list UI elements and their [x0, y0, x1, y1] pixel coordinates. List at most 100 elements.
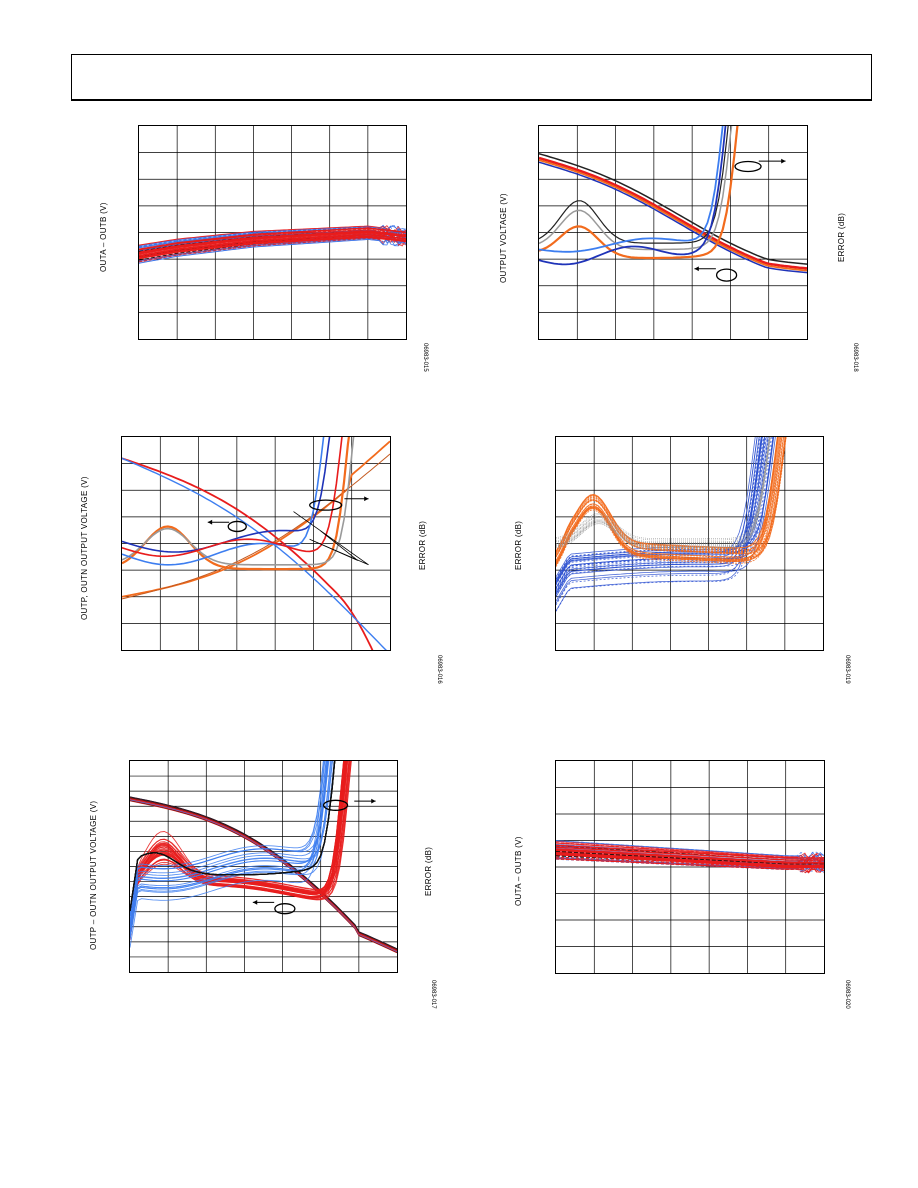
arrowhead — [371, 798, 376, 804]
series-line — [139, 233, 406, 257]
plot-canvas — [556, 437, 823, 650]
series-line — [130, 761, 332, 926]
series-line — [122, 453, 390, 600]
gridlines — [539, 126, 807, 339]
series-line — [556, 437, 770, 541]
arrowhead — [207, 519, 213, 525]
series-line — [556, 437, 756, 584]
series-line — [556, 437, 766, 581]
plot-canvas — [130, 761, 397, 972]
series-line — [130, 761, 327, 933]
plot-canvas — [122, 437, 390, 650]
series-line — [122, 437, 350, 571]
series-line — [556, 849, 824, 864]
series-line — [556, 437, 774, 582]
series-line — [556, 858, 824, 874]
chart-error-db — [555, 436, 824, 651]
series-line — [130, 761, 350, 934]
y-axis-label: OUTPUT VOLTAGE (V) — [499, 193, 508, 283]
y-axis-label: OUTP, OUTN OUTPUT VOLTAGE (V) — [80, 476, 89, 620]
series-line — [556, 437, 779, 557]
series-line — [139, 238, 406, 263]
series-line — [556, 437, 771, 550]
series-line — [139, 236, 406, 262]
series-line — [556, 437, 787, 562]
series-marker-ellipse — [274, 903, 296, 915]
series-line — [539, 126, 727, 266]
series-line — [556, 437, 770, 544]
gridlines — [556, 437, 823, 650]
arrowhead — [781, 158, 786, 164]
series-line — [130, 798, 397, 952]
series-line — [130, 761, 348, 935]
series-line — [130, 761, 334, 923]
series-line — [556, 437, 763, 612]
series-marker-ellipse — [734, 160, 762, 173]
series-line — [130, 761, 328, 940]
series-line — [556, 437, 770, 597]
series-line — [556, 846, 824, 861]
chart-outp-outn-voltage-error — [121, 436, 391, 651]
series-line — [130, 761, 325, 937]
series-line — [556, 437, 769, 589]
series-line — [556, 854, 824, 869]
series-line — [130, 761, 333, 926]
chart-output-voltage-error — [538, 125, 808, 340]
series-marker-ellipse — [322, 799, 349, 811]
series-line — [539, 126, 733, 251]
series-line — [556, 437, 771, 548]
gridlines — [556, 761, 824, 973]
series-line — [556, 437, 762, 597]
series-line — [139, 227, 406, 250]
series-line — [556, 841, 824, 861]
series-line — [556, 437, 766, 586]
series-line — [122, 437, 331, 553]
series-line — [122, 457, 387, 650]
series-line — [556, 437, 771, 548]
series-line — [122, 437, 325, 566]
chart-outa-outb-1 — [138, 125, 407, 340]
series-marker-ellipse — [715, 268, 738, 282]
series-line — [556, 437, 765, 595]
series-line — [556, 437, 778, 561]
series-line — [139, 236, 406, 264]
series-line — [122, 457, 374, 650]
series-line — [130, 761, 324, 913]
y2-axis-label: ERROR (dB) — [837, 212, 846, 262]
y-axis-label: OUTP – OUTN OUTPUT VOLTAGE (V) — [89, 800, 98, 950]
series-line — [130, 761, 335, 939]
series-line — [556, 437, 761, 593]
figure-code: 06983-016 — [436, 655, 442, 684]
chart-outp-minus-outn-voltage-error — [129, 760, 398, 973]
gridlines — [130, 761, 397, 972]
series-line — [556, 437, 770, 543]
figure-code: 06983-015 — [422, 343, 428, 372]
series-line — [556, 437, 779, 565]
series-line — [556, 437, 780, 563]
series-line — [130, 761, 326, 917]
series-line — [556, 437, 774, 590]
series-line — [556, 437, 787, 553]
series-line — [130, 761, 336, 911]
series-line — [539, 126, 729, 244]
series-line — [556, 437, 774, 602]
series-line — [556, 437, 784, 567]
series-marker-ellipse — [309, 499, 343, 511]
series-line — [539, 156, 807, 270]
y2-axis-label: ERROR (dB) — [418, 520, 427, 570]
series-line — [122, 440, 390, 598]
y-axis-label: OUTA – OUTB (V) — [99, 202, 108, 272]
series-line — [139, 229, 406, 251]
series-line — [556, 437, 783, 555]
series-line — [130, 761, 329, 948]
series-line — [556, 437, 762, 606]
chart-outa-outb-2 — [555, 760, 825, 974]
series-line — [139, 232, 406, 256]
series-line — [130, 761, 329, 921]
series-line — [556, 437, 763, 604]
series-line — [556, 437, 774, 579]
y-axis-label: ERROR (dB) — [514, 520, 523, 570]
arrowhead — [252, 899, 258, 905]
series-line — [539, 126, 724, 253]
series-line — [139, 225, 406, 246]
